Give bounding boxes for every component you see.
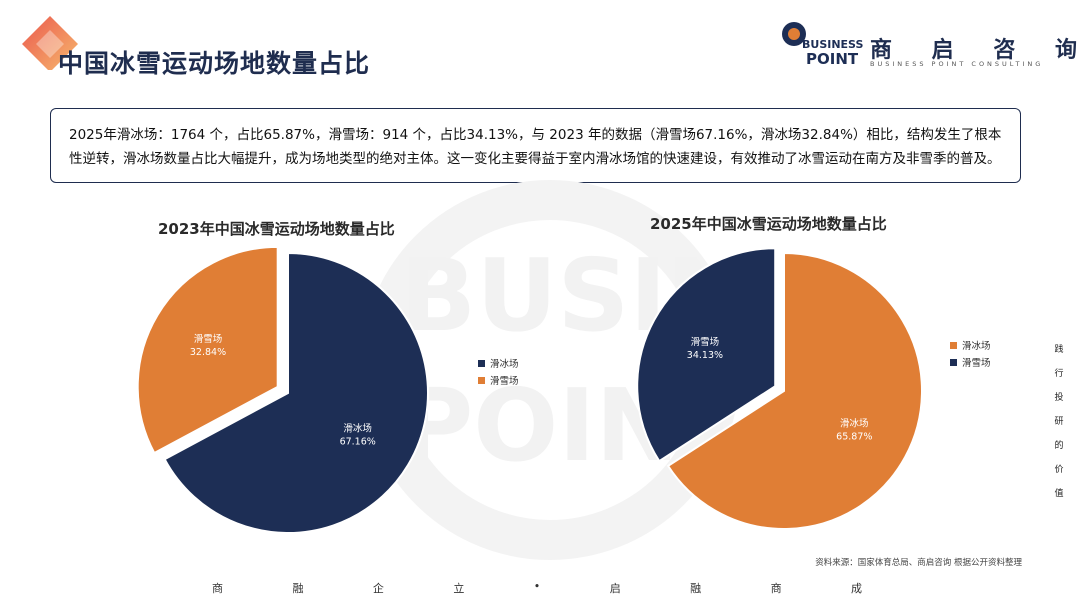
- side-slogan-char: 践: [1054, 345, 1064, 355]
- chart-2023-title: 2023年中国冰雪运动场地数量占比: [158, 220, 395, 238]
- side-slogan-char: 投: [1054, 393, 1064, 403]
- corner-accent-shape: [22, 16, 78, 70]
- slice-label: 滑冰场: [840, 417, 869, 429]
- logo-mark-icon: BUSINESS POINT: [782, 22, 863, 68]
- side-slogan-char: 研: [1054, 417, 1064, 427]
- slice-percent-label: 65.87%: [836, 431, 872, 442]
- motto-char: 企: [372, 582, 384, 595]
- motto-char: 商: [770, 582, 782, 595]
- motto-char: 成: [851, 582, 862, 595]
- footer-motto: 商 融 企 立 • 启 融 商 成: [212, 580, 862, 596]
- pie-slice-a: [666, 251, 923, 530]
- pie-slice-a: [163, 251, 429, 534]
- legend-label: 滑雪场: [962, 358, 991, 369]
- company-logo: BUSINESS POINT 商 启 咨 询 BUSINESS POINT CO…: [780, 14, 1077, 72]
- source-note: 资料来源：国家体育总局、商启咨询 根据公开资料整理: [815, 558, 1022, 568]
- pie-slice-b: [136, 245, 279, 455]
- slice-label: 滑冰场: [343, 423, 372, 435]
- slice-percent-label: 32.84%: [190, 347, 226, 358]
- side-slogan-char: 行: [1054, 369, 1064, 379]
- summary-box: 2025年滑冰场：1764 个，占比65.87%，滑雪场：914 个，占比34.…: [50, 108, 1021, 183]
- logo-chinese-name: 商 启 咨 询: [870, 38, 1080, 63]
- slice-percent-label: 67.16%: [340, 437, 376, 448]
- side-slogan-char: 值: [1054, 489, 1064, 499]
- legend-swatch: [478, 360, 485, 367]
- slice-percent-label: 34.13%: [687, 350, 723, 361]
- legend-label: 滑雪场: [490, 376, 519, 387]
- side-slogan-char: 价: [1054, 465, 1064, 475]
- legend-label: 滑冰场: [490, 358, 519, 370]
- side-slogan: 践行投研的价值: [1052, 338, 1066, 506]
- motto-char: 商: [212, 582, 223, 595]
- legend-swatch: [950, 342, 957, 349]
- summary-text: 2025年滑冰场：1764 个，占比65.87%，滑雪场：914 个，占比34.…: [69, 127, 1002, 167]
- legend-swatch: [950, 359, 957, 366]
- slice-label: 滑雪场: [194, 334, 223, 345]
- logo-english-name: BUSINESS POINT CONSULTING: [870, 60, 1044, 68]
- motto-char: 立: [453, 582, 465, 595]
- legend-label: 滑冰场: [962, 340, 991, 352]
- slice-label: 滑雪场: [691, 337, 720, 348]
- side-slogan-char: 的: [1054, 441, 1064, 451]
- logo-mark-line2: POINT: [806, 50, 859, 68]
- motto-char: •: [533, 580, 541, 593]
- motto-char: 融: [292, 582, 304, 595]
- motto-char: 启: [609, 582, 621, 595]
- chart-2025-title: 2025年中国冰雪运动场地数量占比: [650, 215, 887, 233]
- logo-mark-line1: BUSINESS: [802, 38, 863, 51]
- page-title: 中国冰雪运动场地数量占比: [58, 49, 371, 78]
- motto-char: 融: [690, 582, 702, 595]
- legend-swatch: [478, 377, 485, 384]
- pie-slice-b: [636, 247, 777, 463]
